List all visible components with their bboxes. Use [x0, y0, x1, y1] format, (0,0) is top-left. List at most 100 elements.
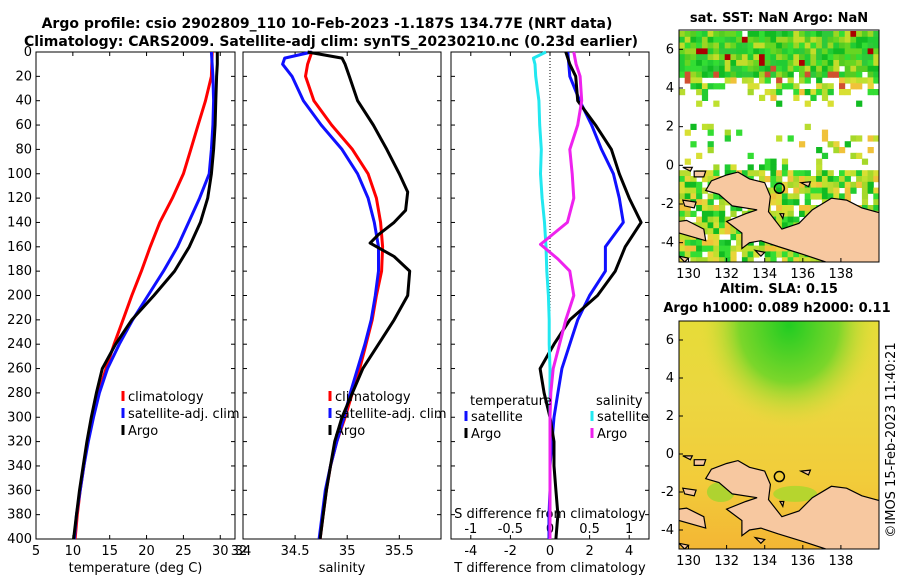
x-tick-label: 138	[828, 267, 853, 282]
y-tick-label: 4	[666, 81, 674, 96]
sst-cell	[747, 54, 754, 61]
sst-cell	[776, 42, 783, 49]
sst-cell	[759, 239, 766, 246]
sst-cell	[707, 210, 714, 217]
sst-cell	[793, 216, 800, 223]
sst-cell	[724, 54, 731, 61]
sst-cell	[736, 129, 743, 136]
sst-cell	[873, 36, 879, 43]
y-tick-label: 400	[7, 532, 32, 547]
sst-cell	[827, 54, 834, 61]
sst-cell	[821, 187, 829, 194]
legend-label: Argo	[597, 427, 627, 442]
y-tick-label: 340	[7, 459, 32, 474]
sst-cell	[810, 181, 817, 188]
sst-cell	[833, 31, 840, 38]
sst-cell	[776, 31, 783, 38]
sst-cell	[821, 83, 829, 90]
sst-cell	[753, 65, 760, 72]
sst-cell	[776, 181, 783, 188]
y-tick-label: 6	[666, 42, 674, 57]
sst-cell	[759, 164, 766, 171]
sst-cell	[799, 42, 806, 49]
sst-cell	[759, 54, 766, 61]
difference-xlabel: T difference from climatology	[453, 561, 646, 576]
sst-cell	[696, 199, 703, 206]
sst-cell	[679, 31, 686, 38]
sst-cell	[804, 170, 811, 177]
sst-cell	[736, 31, 743, 38]
sla-green-patch	[773, 485, 818, 502]
sst-cell	[730, 71, 737, 78]
sst-cell	[701, 245, 709, 252]
sst-cell	[759, 36, 766, 43]
land-coastline	[681, 487, 697, 497]
sst-cell	[787, 257, 794, 262]
sst-cell	[776, 36, 783, 43]
sst-cell	[810, 205, 817, 212]
sst-cell	[759, 170, 766, 177]
top-x-tick-label: 0.5	[579, 522, 600, 537]
sst-cell	[833, 54, 840, 61]
sst-cell	[776, 60, 783, 67]
sst-cell	[684, 187, 691, 194]
sst-cell	[707, 170, 714, 177]
sst-cell	[804, 100, 811, 107]
sst-cell	[844, 77, 851, 84]
sst-cell	[696, 100, 703, 107]
sst-cell	[684, 181, 691, 188]
y-tick-label: 360	[7, 483, 32, 498]
legend-label: satellite	[471, 410, 523, 425]
sst-cell	[713, 71, 720, 78]
land-coastline	[778, 213, 785, 221]
sst-cell	[821, 48, 829, 55]
sst-cell	[810, 54, 817, 61]
sst-cell	[724, 245, 731, 252]
legend-label: climatology	[128, 390, 204, 405]
sst-cell	[844, 65, 851, 72]
map-title: sat. SST: NaN Argo: NaN	[690, 11, 868, 26]
sst-cell	[867, 170, 874, 177]
sst-cell	[707, 257, 714, 262]
sst-cell	[679, 187, 686, 194]
sst-cell	[770, 164, 777, 171]
sst-cell	[793, 94, 800, 101]
sst-cell	[781, 42, 789, 49]
sst-cell	[684, 48, 691, 55]
sst-cell	[821, 89, 829, 96]
sst-cell	[759, 42, 766, 49]
sst-cell	[816, 187, 823, 194]
sst-cell	[787, 176, 794, 183]
sst-cell	[707, 60, 714, 67]
sst-cell	[827, 60, 834, 67]
sst-cell	[856, 31, 863, 38]
sst-cell	[770, 31, 777, 38]
x-tick-label: 134	[752, 267, 777, 282]
sst-cell	[724, 216, 731, 223]
sst-cell	[816, 54, 823, 61]
sst-cell	[787, 193, 794, 200]
x-tick-label: -4	[464, 544, 477, 559]
sst-cell	[804, 42, 811, 49]
sst-cell	[736, 65, 743, 72]
sst-cell	[713, 205, 720, 212]
sst-cell	[719, 54, 726, 61]
sst-cell	[793, 54, 800, 61]
sst-cell	[719, 210, 726, 217]
sst-cell	[679, 205, 686, 212]
y-tick-label: 20	[15, 69, 32, 84]
sst-cell	[844, 42, 851, 49]
sst-cell	[696, 48, 703, 55]
sst-cell	[730, 42, 737, 49]
sst-cell	[816, 147, 823, 154]
sst-cell	[690, 239, 697, 246]
sst-cell	[707, 48, 714, 55]
sst-cell	[873, 205, 879, 212]
sst-cell	[867, 60, 874, 67]
sst-cell	[719, 48, 726, 55]
x-tick-label: 130	[676, 267, 701, 282]
sst-cell	[707, 129, 714, 136]
sst-cell	[799, 60, 806, 67]
sst-cell	[719, 199, 726, 206]
sst-cell	[719, 245, 726, 252]
